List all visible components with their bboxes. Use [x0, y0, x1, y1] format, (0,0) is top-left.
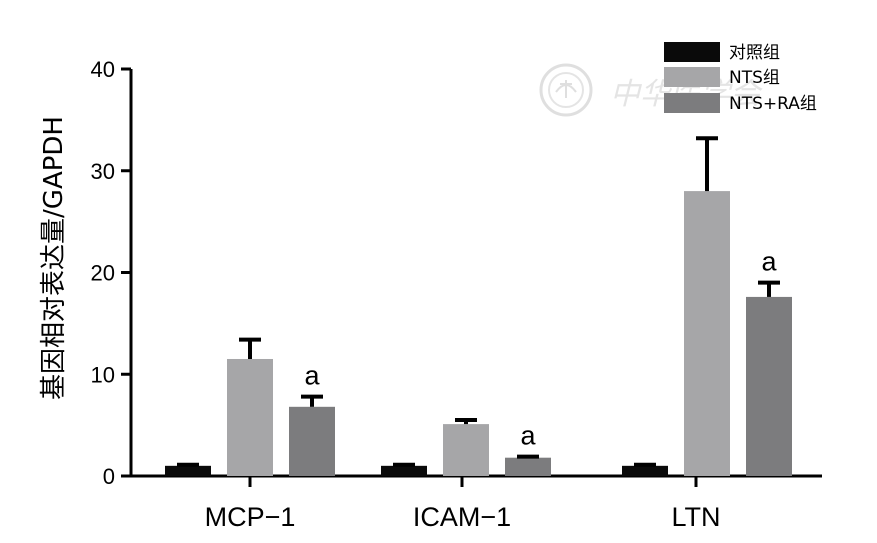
- legend: 对照组 NTS组 NTS+RA组: [664, 42, 817, 114]
- y-tick-label: 0: [103, 464, 115, 489]
- significance-label: a: [761, 247, 777, 277]
- x-tick-label: LTN: [671, 502, 720, 532]
- y-axis-label: 基因相对表达量/GAPDH: [39, 116, 69, 400]
- significance-label: a: [520, 421, 536, 451]
- bar: [381, 465, 427, 476]
- y-tick-label: 10: [91, 362, 115, 387]
- bar: [165, 465, 211, 476]
- x-tick-label: MCP−1: [205, 502, 296, 532]
- significance-label: a: [304, 361, 320, 391]
- legend-label: 对照组: [729, 43, 780, 63]
- y-tick-label: 20: [91, 261, 115, 286]
- bars: a a a: [165, 136, 792, 476]
- legend-label: NTS+RA组: [729, 94, 817, 114]
- legend-swatch: [664, 42, 720, 62]
- bar: [622, 465, 668, 476]
- legend-label: NTS组: [729, 68, 780, 88]
- y-tick-label: 30: [91, 159, 115, 184]
- y-tick-label: 40: [91, 57, 115, 82]
- seal-icon: [539, 63, 593, 117]
- x-tick-label: ICAM−1: [413, 502, 511, 532]
- legend-swatch: [664, 67, 720, 87]
- bar: [227, 358, 273, 476]
- legend-swatch: [664, 93, 720, 113]
- bar: [505, 457, 551, 476]
- bar: [684, 191, 730, 476]
- bar: [289, 406, 335, 476]
- bar: [746, 296, 792, 476]
- bar: [443, 424, 489, 476]
